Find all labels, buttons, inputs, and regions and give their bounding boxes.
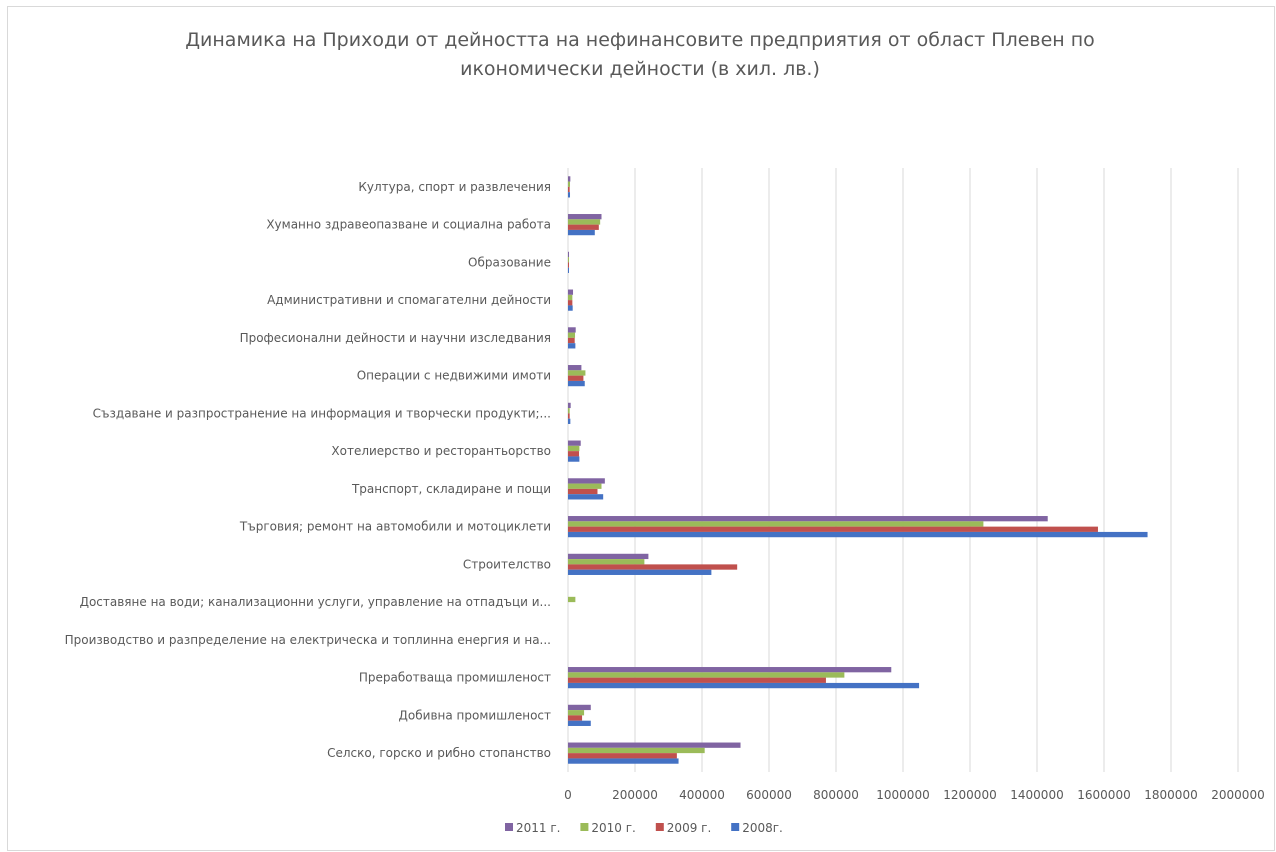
bar bbox=[568, 267, 570, 273]
bar bbox=[568, 596, 576, 603]
bar bbox=[568, 677, 826, 683]
bar bbox=[568, 483, 602, 489]
bar bbox=[568, 305, 573, 311]
bar bbox=[568, 251, 570, 258]
bar bbox=[568, 176, 571, 182]
bar bbox=[568, 370, 586, 376]
legend-swatch bbox=[731, 823, 740, 831]
x-tick-label: 400000 bbox=[679, 788, 725, 802]
bar bbox=[568, 747, 705, 754]
bar bbox=[568, 478, 605, 484]
category-label: Създаване и разпространение на информаци… bbox=[93, 406, 551, 420]
bar bbox=[568, 569, 712, 575]
legend-swatch bbox=[580, 823, 589, 831]
bar bbox=[568, 559, 645, 565]
category-label: Хотелиерство и ресторантьорство bbox=[331, 444, 551, 458]
chart-title: Динамика на Приходи от дейността на нефи… bbox=[185, 29, 1095, 80]
bar bbox=[568, 224, 599, 230]
x-tick-label: 0 bbox=[564, 788, 572, 802]
bar bbox=[568, 672, 845, 678]
category-label: Култура, спорт и развлечения bbox=[358, 180, 551, 194]
bar bbox=[568, 219, 601, 225]
bar bbox=[568, 516, 1048, 522]
bar bbox=[568, 715, 583, 721]
legend-label: 2008г. bbox=[742, 821, 783, 835]
legend-swatch bbox=[655, 823, 664, 831]
category-label: Производство и разпределение на електрич… bbox=[65, 633, 551, 647]
bar bbox=[568, 380, 585, 387]
bar bbox=[568, 408, 570, 414]
bar bbox=[568, 294, 573, 301]
bar bbox=[568, 742, 741, 748]
bar bbox=[568, 413, 570, 419]
category-label: Търговия; ремонт на автомобили и мотоцик… bbox=[239, 520, 551, 534]
bar bbox=[568, 192, 571, 198]
bar bbox=[568, 229, 595, 236]
bar bbox=[568, 753, 677, 759]
category-label: Транспорт, складиране и пощи bbox=[351, 482, 551, 496]
x-tick-label: 1400000 bbox=[1010, 788, 1063, 802]
x-tick-label: 2000000 bbox=[1211, 788, 1264, 802]
bar bbox=[568, 289, 574, 295]
bar bbox=[568, 300, 573, 306]
bar bbox=[568, 181, 571, 187]
category-label: Доставяне на води; канализационни услуги… bbox=[80, 595, 551, 609]
legend-label: 2010 г. bbox=[591, 821, 635, 835]
bar bbox=[568, 720, 591, 726]
bar bbox=[568, 667, 892, 673]
bar bbox=[568, 186, 570, 193]
category-label: Административни и спомагателни дейности bbox=[267, 293, 551, 307]
x-tick-label: 200000 bbox=[612, 788, 658, 802]
bar bbox=[568, 526, 1098, 532]
x-tick-label: 600000 bbox=[746, 788, 792, 802]
x-tick-label: 1000000 bbox=[876, 788, 929, 802]
bar bbox=[568, 402, 571, 409]
legend-swatch bbox=[505, 823, 513, 831]
category-label: Строителство bbox=[463, 557, 551, 571]
bar bbox=[568, 327, 576, 333]
bar bbox=[568, 704, 591, 711]
legend-label: 2009 г. bbox=[667, 821, 711, 835]
bar bbox=[568, 494, 604, 500]
bar bbox=[568, 682, 920, 689]
x-tick-label: 800000 bbox=[813, 788, 859, 802]
category-label: Преработваща промишленост bbox=[359, 671, 551, 685]
bar bbox=[568, 418, 571, 424]
bar bbox=[568, 445, 580, 452]
category-label: Операции с недвижими имоти bbox=[357, 369, 551, 383]
bar bbox=[568, 553, 649, 560]
category-label: Хуманно здравеопазване и социална работа bbox=[266, 218, 551, 232]
legend-label: 2011 г. bbox=[516, 821, 560, 835]
bar bbox=[568, 564, 738, 570]
category-label: Образование bbox=[468, 255, 551, 269]
bar bbox=[568, 440, 581, 446]
bar bbox=[568, 257, 570, 263]
x-tick-label: 1600000 bbox=[1077, 788, 1130, 802]
bar bbox=[568, 365, 582, 371]
bar bbox=[568, 332, 576, 338]
x-tick-label: 1800000 bbox=[1144, 788, 1197, 802]
bar bbox=[568, 531, 1148, 538]
bar bbox=[568, 262, 570, 268]
category-label: Селско, горско и рибно стопанство bbox=[327, 746, 551, 760]
bar bbox=[568, 456, 580, 462]
chart-frame bbox=[7, 6, 1275, 851]
x-tick-label: 1200000 bbox=[943, 788, 996, 802]
bar bbox=[568, 343, 576, 349]
bar bbox=[568, 214, 602, 220]
bar bbox=[568, 488, 598, 495]
category-label: Професионални дейности и научни изследва… bbox=[240, 331, 551, 345]
bar bbox=[568, 521, 984, 527]
bar bbox=[568, 375, 584, 381]
bar bbox=[568, 451, 580, 457]
bar bbox=[568, 710, 585, 716]
category-label: Добивна промишленост bbox=[399, 708, 551, 722]
bar bbox=[568, 758, 679, 764]
bar bbox=[568, 337, 575, 344]
